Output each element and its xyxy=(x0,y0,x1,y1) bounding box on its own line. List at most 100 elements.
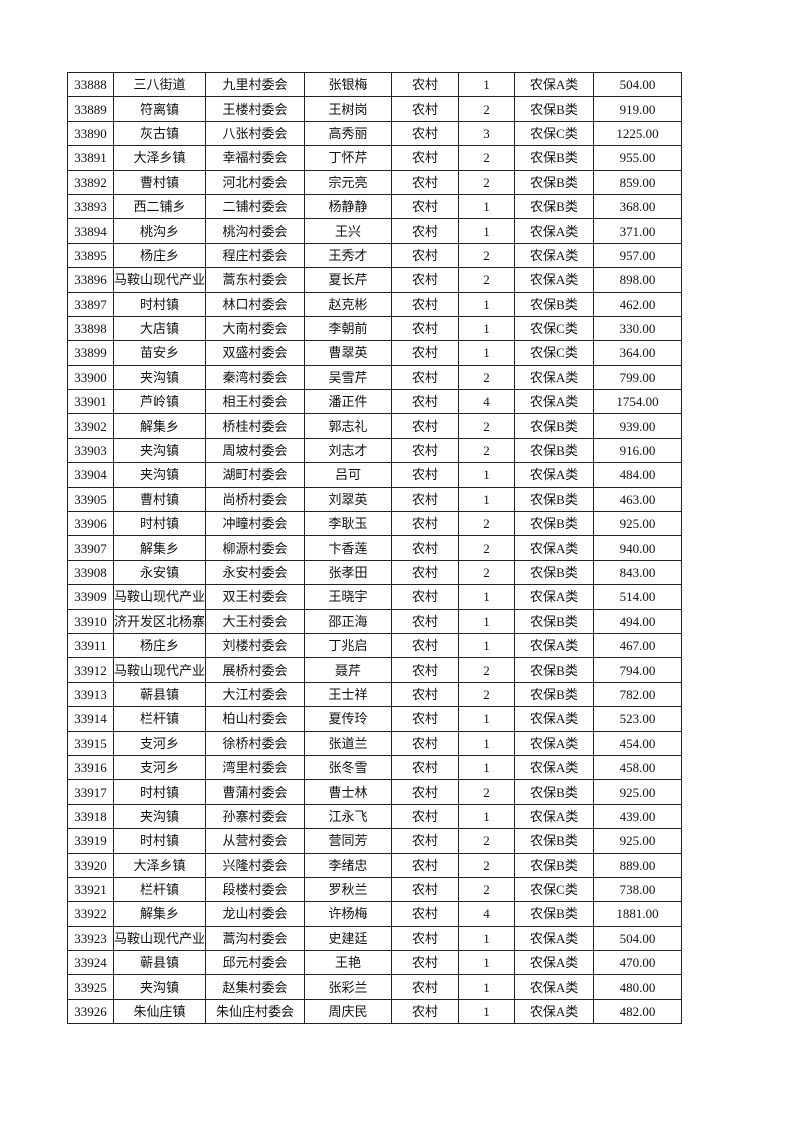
cell-amount: 859.00 xyxy=(593,169,683,195)
amount-text: 794.00 xyxy=(619,662,656,678)
cell-category: 农保B类 xyxy=(514,291,595,317)
village-text: 周坡村委会 xyxy=(222,443,288,459)
name-text: 杨静静 xyxy=(328,199,368,215)
cell-id: 33923 xyxy=(67,925,114,952)
table-row: 33910 济开发区北杨寨 大王村委会 邵正海 农村 1 农保B类 494.00 xyxy=(67,608,683,634)
cell-village: 大江村委会 xyxy=(205,681,306,708)
cell-count: 1 xyxy=(458,974,516,1000)
id-text: 33908 xyxy=(74,565,107,580)
cell-count: 4 xyxy=(458,901,516,927)
category-text: 农保A类 xyxy=(529,711,579,727)
count-text: 1 xyxy=(483,930,490,946)
cell-amount: 925.00 xyxy=(593,511,683,537)
village-text: 桃沟村委会 xyxy=(222,223,288,239)
amount-text: 494.00 xyxy=(619,613,656,629)
count-text: 2 xyxy=(483,882,490,898)
cell-id: 33910 xyxy=(67,608,114,634)
name-text: 高秀丽 xyxy=(328,125,368,141)
cell-id: 33914 xyxy=(67,706,114,732)
cell-town: 三八街道 xyxy=(112,71,207,98)
category-text: 农保A类 xyxy=(529,247,579,263)
cell-amount: 462.00 xyxy=(593,291,683,317)
amount-text: 925.00 xyxy=(619,516,656,532)
count-text: 1 xyxy=(483,613,490,629)
amount-text: 925.00 xyxy=(619,833,656,849)
cell-amount: 939.00 xyxy=(593,413,683,439)
name-text: 卞香莲 xyxy=(328,540,368,556)
cell-category: 农保B类 xyxy=(514,193,595,220)
table-row: 33913 蕲县镇 大江村委会 王士祥 农村 2 农保B类 782.00 xyxy=(67,681,683,708)
cell-amount: 925.00 xyxy=(593,779,683,805)
id-text: 33925 xyxy=(74,979,107,995)
cell-town: 解集乡 xyxy=(112,413,207,439)
cell-id: 33920 xyxy=(67,852,114,878)
town-text: 夹沟镇 xyxy=(140,369,180,385)
cell-id: 33901 xyxy=(67,389,114,415)
cell-village: 徐桥村委会 xyxy=(205,730,306,756)
amount-text: 482.00 xyxy=(619,1004,656,1020)
amount-text: 738.00 xyxy=(619,882,656,898)
village-text: 徐桥村委会 xyxy=(222,735,288,751)
cell-category: 农保A类 xyxy=(514,364,595,391)
cell-village: 蒿沟村委会 xyxy=(205,925,306,952)
count-text: 1 xyxy=(483,760,490,776)
town-text: 芦岭镇 xyxy=(140,394,180,410)
amount-text: 454.00 xyxy=(619,735,656,751)
cell-town: 夹沟镇 xyxy=(112,437,207,464)
cell-amount: 364.00 xyxy=(593,340,683,366)
id-text: 33914 xyxy=(74,711,107,727)
cell-village: 相王村委会 xyxy=(205,389,306,415)
cell-name: 潘正件 xyxy=(304,389,393,415)
table-row: 33896 马鞍山现代产业 蒿东村委会 夏长芹 农村 2 农保A类 898.00 xyxy=(67,267,683,293)
cell-count: 1 xyxy=(458,462,516,488)
name-text: 刘翠英 xyxy=(328,491,368,507)
amount-text: 916.00 xyxy=(619,443,656,459)
cell-name: 曹翠英 xyxy=(304,340,393,366)
cell-id: 33906 xyxy=(67,511,114,537)
cell-area: 农村 xyxy=(391,706,460,732)
cell-count: 2 xyxy=(458,657,516,683)
cell-amount: 940.00 xyxy=(593,535,683,561)
cell-name: 李朝前 xyxy=(304,315,393,342)
cell-name: 许杨梅 xyxy=(304,901,393,927)
cell-name: 夏长芹 xyxy=(304,267,393,293)
cell-count: 2 xyxy=(458,267,516,293)
area-text: 农村 xyxy=(412,1004,439,1020)
cell-id: 33922 xyxy=(67,901,114,927)
table-row: 33898 大店镇 大南村委会 李朝前 农村 1 农保C类 330.00 xyxy=(67,315,683,342)
cell-id: 33894 xyxy=(67,218,114,244)
area-text: 农村 xyxy=(412,418,439,434)
cell-name: 李绪忠 xyxy=(304,852,393,878)
cell-village: 二铺村委会 xyxy=(205,193,306,220)
cell-amount: 482.00 xyxy=(593,998,683,1025)
cell-area: 农村 xyxy=(391,803,460,830)
table-row: 33893 西二铺乡 二铺村委会 杨静静 农村 1 农保B类 368.00 xyxy=(67,193,683,220)
area-text: 农村 xyxy=(412,589,439,605)
cell-count: 4 xyxy=(458,389,516,415)
count-text: 1 xyxy=(483,345,490,361)
area-text: 农村 xyxy=(412,272,439,288)
cell-category: 农保B类 xyxy=(514,779,595,805)
cell-id: 33919 xyxy=(67,828,114,854)
cell-town: 苗安乡 xyxy=(112,340,207,366)
town-text: 马鞍山现代产业 xyxy=(114,930,206,946)
table-row: 33924 蕲县镇 邱元村委会 王艳 农村 1 农保A类 470.00 xyxy=(67,950,683,976)
cell-area: 农村 xyxy=(391,681,460,708)
name-text: 许杨梅 xyxy=(328,906,368,922)
category-text: 农保C类 xyxy=(530,321,578,337)
town-text: 解集乡 xyxy=(140,540,180,556)
cell-category: 农保C类 xyxy=(514,315,595,342)
village-text: 柏山村委会 xyxy=(222,711,288,727)
village-text: 九里村委会 xyxy=(222,77,288,93)
category-text: 农保A类 xyxy=(529,808,579,824)
cell-category: 农保A类 xyxy=(514,632,595,659)
cell-count: 2 xyxy=(458,145,516,171)
cell-count: 2 xyxy=(458,559,516,586)
cell-id: 33918 xyxy=(67,803,114,830)
category-text: 农保A类 xyxy=(529,979,579,995)
name-text: 潘正件 xyxy=(328,394,368,410)
cell-id: 33892 xyxy=(67,169,114,195)
area-text: 农村 xyxy=(412,125,439,141)
area-text: 农村 xyxy=(412,979,439,995)
cell-name: 王兴 xyxy=(304,218,393,244)
